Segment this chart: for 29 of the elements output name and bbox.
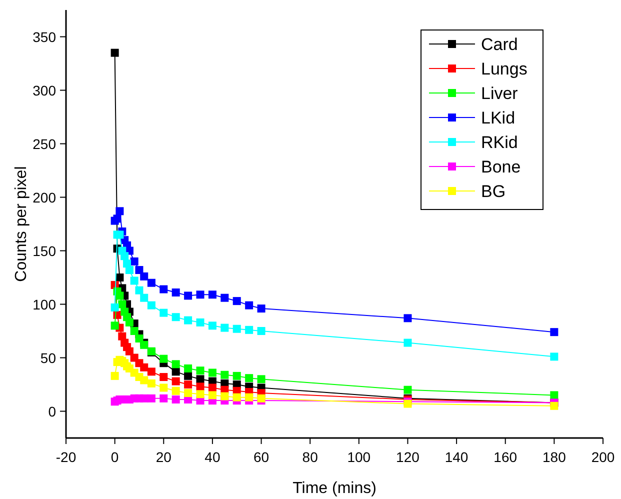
y-tick-label: 100 <box>32 296 56 312</box>
y-tick-label: 200 <box>32 189 56 206</box>
legend-label: Bone <box>481 158 521 176</box>
y-tick-label: 50 <box>40 350 56 366</box>
legend-label: Lungs <box>481 60 528 78</box>
legend-label: BG <box>481 182 506 201</box>
x-tick-label: -20 <box>56 449 76 465</box>
x-tick-label: 40 <box>204 449 220 465</box>
x-tick-label: 140 <box>444 449 468 465</box>
x-tick-label: 0 <box>110 449 119 465</box>
x-tick-label: 100 <box>347 449 371 465</box>
legend-label: LKid <box>481 108 516 128</box>
y-tick-label: 0 <box>48 403 56 420</box>
x-tick-label: 60 <box>253 449 270 465</box>
x-tick-label: 180 <box>542 449 566 465</box>
x-tick-label: 20 <box>156 449 172 465</box>
x-axis-title: Time (mins) <box>292 480 376 497</box>
y-axis-title: Counts per pixel <box>13 166 30 282</box>
x-tick-label: 200 <box>591 449 615 465</box>
x-tick-label: 120 <box>396 449 420 465</box>
y-tick-label: 250 <box>32 136 56 152</box>
y-tick-label: 150 <box>32 242 56 259</box>
x-tick-label: 160 <box>494 449 518 465</box>
legend-label: Liver <box>481 84 518 103</box>
x-tick-label: 80 <box>302 449 318 465</box>
y-tick-label: 350 <box>32 28 56 45</box>
legend-label: Card <box>481 35 518 54</box>
legend-label: RKid <box>481 133 518 152</box>
y-tick-label: 300 <box>32 82 56 98</box>
